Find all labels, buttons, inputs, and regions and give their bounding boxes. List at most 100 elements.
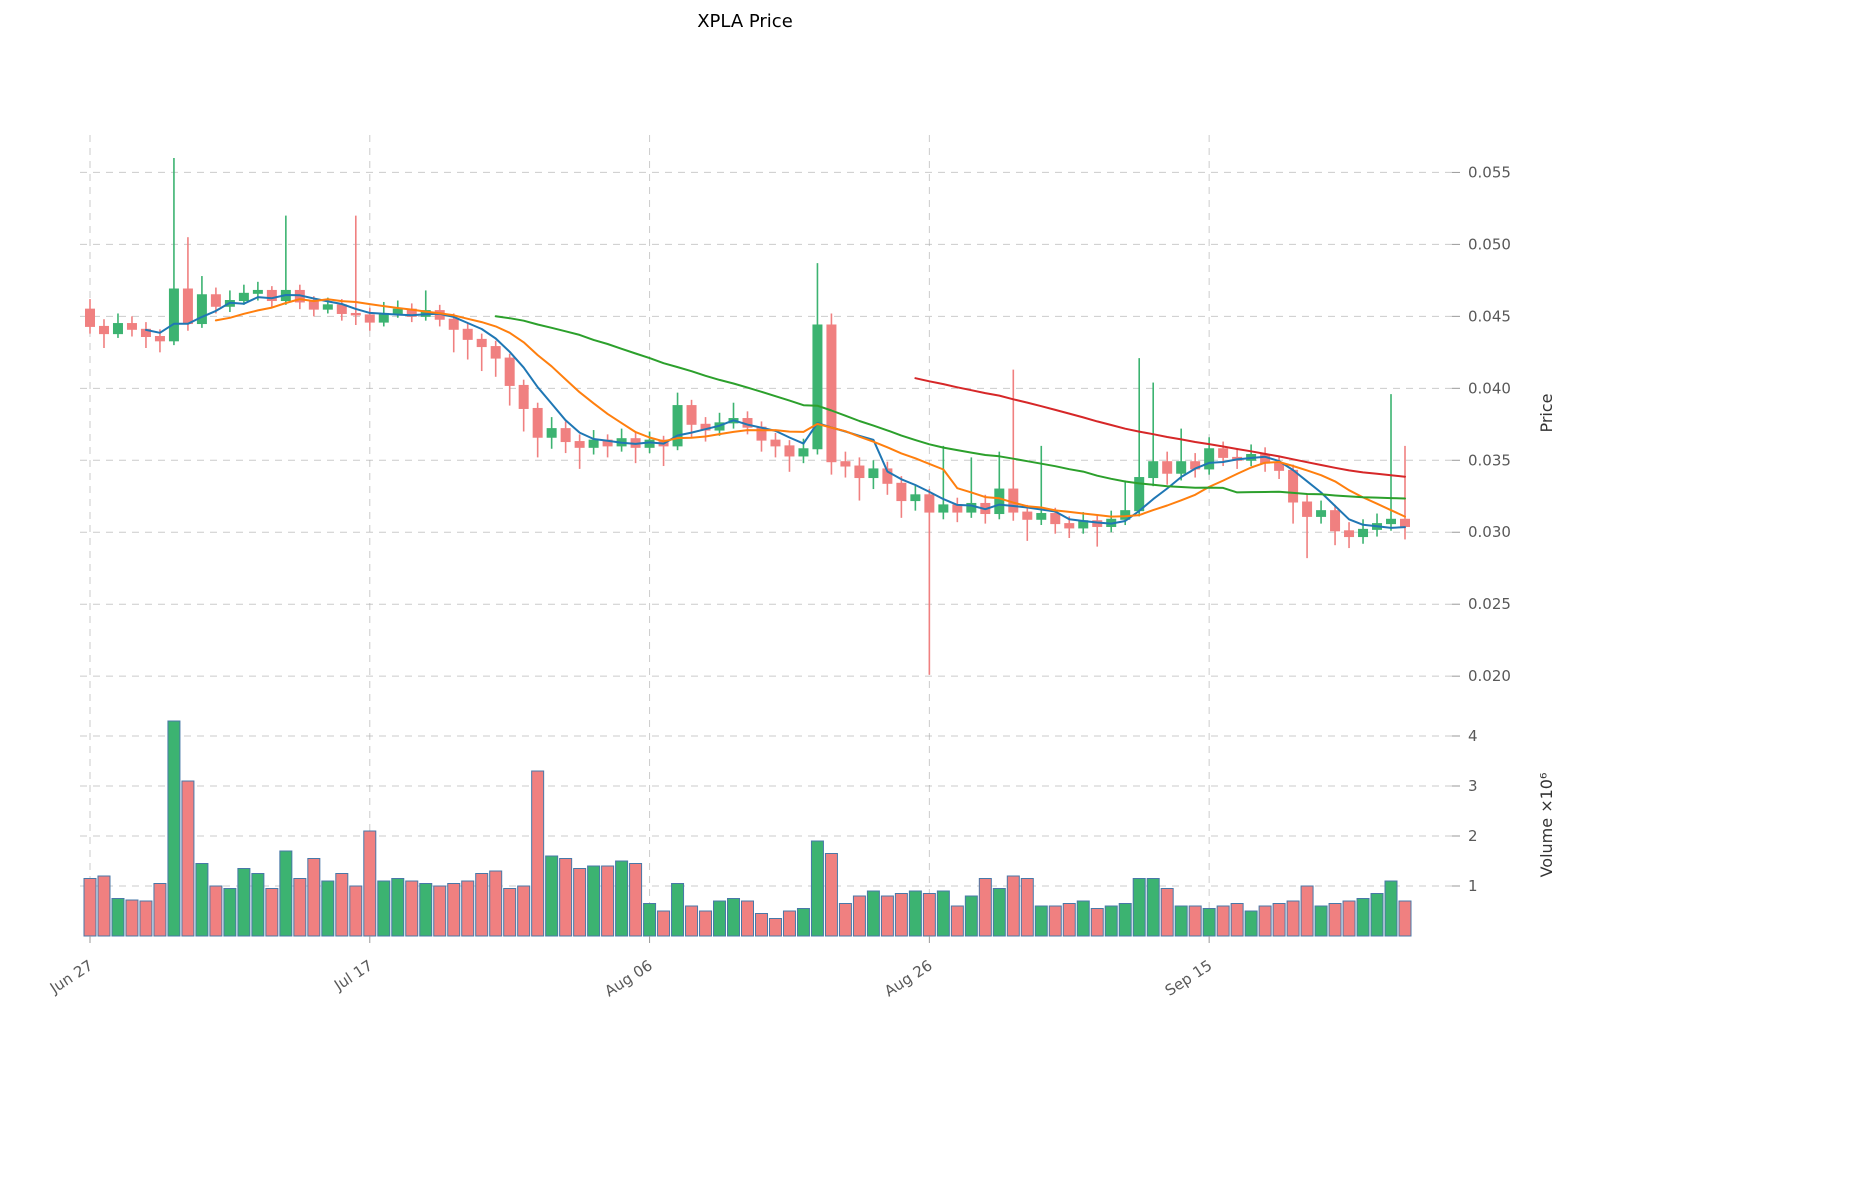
candle-body [1050, 513, 1061, 525]
candle-body [1036, 513, 1047, 520]
candle-body [896, 482, 907, 502]
volume-bar [307, 858, 321, 937]
candle-body [686, 405, 697, 425]
volume-bar [741, 900, 754, 937]
volume-bar [265, 888, 279, 937]
volume-bar [699, 910, 713, 937]
candle-body [826, 324, 837, 463]
price-tick-label: 0.025 [1468, 595, 1511, 613]
volume-tick-label: 2 [1468, 827, 1478, 845]
volume-bar [727, 898, 741, 937]
volume-bar [838, 903, 852, 937]
candle-body [1176, 461, 1187, 474]
candle-body [210, 294, 221, 307]
volume-bar [894, 893, 908, 937]
candle-body [868, 468, 879, 479]
volume-bar [209, 885, 223, 937]
price-axis-label: Price [1537, 393, 1556, 432]
volume-bar [461, 880, 475, 937]
candle-body [1162, 461, 1173, 474]
volume-bar [1006, 875, 1020, 937]
x-tick-label: Jul 17 [330, 956, 376, 994]
candle-body [238, 292, 249, 302]
volume-bar [573, 868, 587, 937]
candle-body [672, 405, 683, 447]
volume-bar [1146, 878, 1160, 937]
candle-body [252, 289, 263, 294]
candle-body [85, 308, 95, 327]
candle-body [364, 314, 375, 323]
candle-body [1204, 448, 1215, 470]
volume-bar [475, 873, 489, 937]
volume-bar [1286, 900, 1300, 937]
volume-bar [1118, 903, 1132, 937]
volume-bar [517, 885, 531, 937]
volume-bar [936, 890, 950, 937]
volume-bar [685, 905, 699, 937]
volume-bar [601, 865, 615, 937]
volume-bar [279, 850, 293, 937]
candle-body [1344, 530, 1355, 538]
volume-bar [768, 918, 782, 937]
candle-body [770, 439, 781, 447]
volume-bar [377, 880, 391, 937]
volume-bar [1062, 903, 1076, 937]
volume-bar [223, 888, 237, 937]
volume-bar [671, 883, 685, 937]
volume-bar [181, 780, 195, 937]
volume-bar [1090, 908, 1104, 937]
candle-body [812, 324, 823, 450]
volume-bar [908, 890, 922, 937]
volume-bar [1216, 905, 1230, 937]
volume-bar [1272, 903, 1286, 937]
volume-bar [1132, 878, 1146, 937]
volume-bar [195, 863, 209, 937]
volume-bar [1258, 905, 1272, 937]
candle-body [322, 304, 333, 310]
volume-bar [545, 855, 559, 937]
candle-body [308, 301, 319, 310]
candle-body [112, 323, 123, 335]
volume-bar [125, 899, 139, 937]
candle-body [1302, 501, 1313, 517]
volume-bar [1230, 903, 1244, 937]
candle-body [882, 468, 893, 484]
candle-body [574, 441, 585, 448]
volume-bar [866, 890, 880, 937]
candle-body [1148, 461, 1159, 479]
volume-bar [643, 903, 657, 937]
volume-bar [992, 888, 1006, 937]
volume-bar [1048, 905, 1062, 937]
volume-bar [754, 913, 768, 937]
volume-bar [1020, 878, 1034, 937]
volume-bar [1104, 905, 1118, 937]
volume-bar [167, 720, 181, 937]
volume-bar [1328, 903, 1342, 937]
volume-bar [335, 873, 349, 937]
x-axis-tick-labels: Jun 27 Jul 17 Aug 06 Aug 26 Sep 15 [46, 936, 1215, 1000]
candle-body [1400, 518, 1410, 527]
volume-bar [111, 898, 125, 937]
volume-bar [349, 885, 363, 937]
volume-bar [1202, 908, 1216, 937]
price-tick-label: 0.020 [1468, 667, 1511, 685]
candle-body [1358, 528, 1369, 538]
candle-body [126, 323, 137, 330]
volume-bar [1314, 905, 1328, 937]
volume-bar [922, 893, 936, 937]
price-tick-label: 0.050 [1468, 235, 1511, 253]
volume-bar [1034, 905, 1048, 937]
candle-body [1386, 518, 1397, 525]
candle-body [1288, 469, 1299, 503]
volume-bars [83, 720, 1412, 937]
volume-bar [880, 895, 894, 937]
volume-bar [657, 910, 671, 937]
volume-bar [1244, 910, 1258, 937]
candle-body [854, 465, 865, 479]
price-axis-tick-labels: 0.020 0.025 0.030 0.035 0.040 0.045 0.050 0.055 [1452, 163, 1511, 685]
volume-bar [83, 878, 97, 937]
volume-bar [503, 888, 517, 937]
candle-body [1316, 510, 1327, 517]
